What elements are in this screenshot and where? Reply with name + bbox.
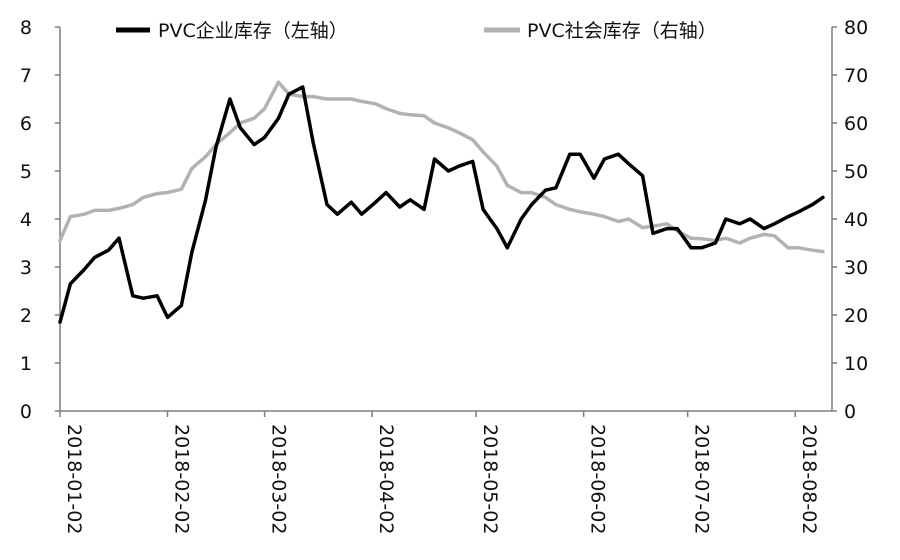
right-tick-label: 10	[844, 353, 868, 375]
left-tick-label: 0	[20, 401, 32, 423]
right-tick-label: 40	[844, 209, 868, 231]
right-tick-label: 0	[844, 401, 856, 423]
right-axis-ticks: 0 10 20 30 40 50 60 70 80	[832, 17, 868, 423]
x-tick-label: 2018-06-02	[587, 424, 609, 534]
x-tick-label: 2018-02-02	[171, 424, 193, 534]
left-tick-label: 2	[20, 305, 32, 327]
right-tick-label: 50	[844, 161, 868, 183]
left-axis-ticks: 0 1 2 3 4 5 6 7 8	[20, 17, 60, 423]
x-tick-label: 2018-03-02	[268, 424, 290, 534]
legend-label-enterprise: PVC企业库存（左轴）	[158, 20, 348, 42]
x-axis-ticks: 2018-01-02 2018-02-02 2018-03-02 2018-04-02…	[59, 411, 820, 534]
left-tick-label: 3	[20, 257, 32, 279]
series-lines	[58, 80, 825, 324]
series-line-enterprise-inventory	[58, 85, 825, 324]
series-line-social-inventory	[58, 80, 825, 254]
left-tick-label: 6	[20, 113, 32, 135]
x-tick-label: 2018-07-02	[691, 424, 713, 534]
left-tick-label: 7	[20, 65, 32, 87]
right-tick-label: 70	[844, 65, 868, 87]
left-tick-label: 5	[20, 161, 32, 183]
left-tick-label: 1	[20, 353, 32, 375]
right-tick-label: 20	[844, 305, 868, 327]
legend: PVC企业库存（左轴） PVC社会库存（右轴）	[116, 20, 717, 42]
x-tick-label: 2018-04-02	[375, 424, 397, 534]
right-tick-label: 30	[844, 257, 868, 279]
left-tick-label: 8	[20, 17, 32, 39]
x-tick-label: 2018-01-02	[63, 424, 85, 534]
x-tick-label: 2018-08-02	[798, 424, 820, 534]
right-tick-label: 80	[844, 17, 868, 39]
axes	[59, 27, 833, 412]
right-tick-label: 60	[844, 113, 868, 135]
left-tick-label: 4	[20, 209, 32, 231]
legend-label-social: PVC社会库存（右轴）	[527, 20, 717, 42]
x-tick-label: 2018-05-02	[479, 424, 501, 534]
